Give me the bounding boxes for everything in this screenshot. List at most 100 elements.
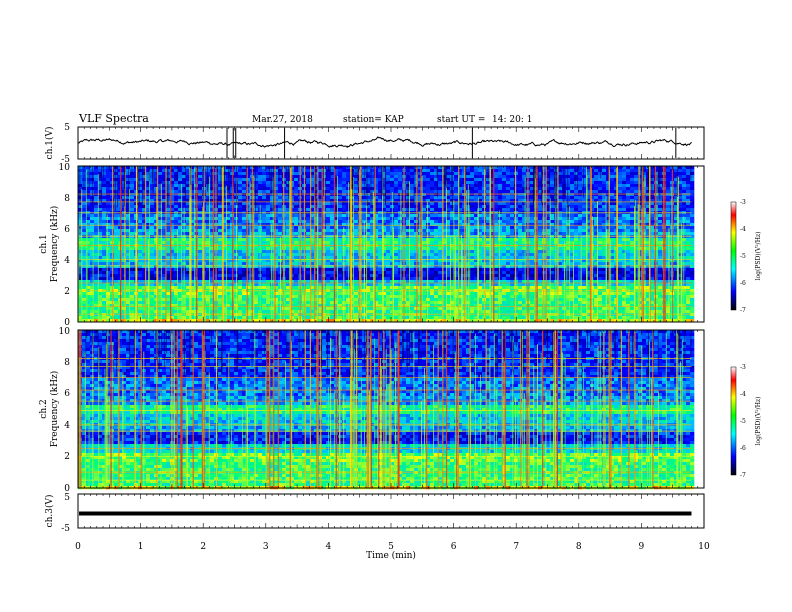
spectrogram-cell xyxy=(226,229,231,233)
spectrogram-cell xyxy=(422,247,427,251)
spectrogram-cell xyxy=(170,175,175,179)
spectrogram-cell xyxy=(394,187,399,191)
spectrogram-cell xyxy=(86,181,91,185)
spectrogram-cell xyxy=(154,181,159,185)
spectrogram-cell xyxy=(398,175,403,179)
spectrogram-cell xyxy=(98,199,103,203)
spectrogram-cell xyxy=(294,238,299,242)
spectrogram-cell xyxy=(382,226,387,230)
spectrogram-cell xyxy=(130,223,135,227)
spectrogram-cell xyxy=(426,283,431,287)
spectrogram-cell xyxy=(378,196,383,200)
spectrogram-cell xyxy=(90,232,95,236)
spectrogram-cell xyxy=(398,292,403,296)
spectrogram-cell xyxy=(410,259,415,263)
spectrogram-cell xyxy=(114,184,119,188)
spectrogram-cell xyxy=(206,259,211,263)
spectrogram-cell xyxy=(174,298,179,302)
spectrogram-cell xyxy=(414,313,419,317)
spectrogram-cell xyxy=(398,286,403,290)
spectrogram-cell xyxy=(378,271,383,275)
spectrogram-cell xyxy=(222,193,227,197)
spectrogram-cell xyxy=(218,280,223,284)
spectrogram-cell xyxy=(262,310,267,314)
spectrogram-cell xyxy=(294,262,299,266)
spectrogram-cell xyxy=(422,304,427,308)
spectrogram-cell xyxy=(222,310,227,314)
spectrogram-cell xyxy=(426,310,431,314)
spectrogram-cell xyxy=(170,178,175,182)
spectrogram-cell xyxy=(94,277,99,281)
spectrogram-cell xyxy=(382,247,387,251)
spectrogram-cell xyxy=(150,304,155,308)
spectrogram-cell xyxy=(166,250,171,254)
spectrogram-cell xyxy=(122,247,127,251)
spectrogram-cell xyxy=(166,220,171,224)
spectrogram-cell xyxy=(94,286,99,290)
spectrogram-cell xyxy=(374,208,379,212)
spectrogram-cell xyxy=(338,319,343,323)
spectrogram-cell xyxy=(338,223,343,227)
spectrogram-cell xyxy=(414,301,419,305)
spectrogram-cell xyxy=(246,235,251,239)
spectrogram-cell xyxy=(310,280,315,284)
spectrogram-cell xyxy=(126,214,131,218)
spectrogram-cell xyxy=(386,214,391,218)
spectrogram-cell xyxy=(262,229,267,233)
spectrogram-cell xyxy=(154,214,159,218)
spectrogram-cell xyxy=(146,229,151,233)
spectrogram-cell xyxy=(114,181,119,185)
spectrogram-cell xyxy=(174,172,179,176)
spectrogram-cell xyxy=(382,187,387,191)
spectrogram-cell xyxy=(146,286,151,290)
spectrogram-cell xyxy=(418,253,423,257)
spectrogram-cell xyxy=(374,181,379,185)
spectrogram-cell xyxy=(190,193,195,197)
spectrogram-cell xyxy=(234,226,239,230)
spectrogram-cell xyxy=(142,253,147,257)
spectrogram-cell xyxy=(386,175,391,179)
spectrogram-cell xyxy=(154,175,159,179)
spectrogram-cell xyxy=(166,226,171,230)
spectrogram-cell xyxy=(378,268,383,272)
spectrogram-cell xyxy=(354,259,359,263)
spectrogram-cell xyxy=(198,193,203,197)
spectrogram-cell xyxy=(334,268,339,272)
spectrogram-cell xyxy=(434,187,439,191)
spectrogram-cell xyxy=(266,223,271,227)
spectrogram-cell xyxy=(410,250,415,254)
spectrogram-cell xyxy=(310,208,315,212)
spectrogram-cell xyxy=(430,277,435,281)
spectrogram-cell xyxy=(238,295,243,299)
spectrogram-cell xyxy=(218,190,223,194)
spectrogram-cell xyxy=(386,304,391,308)
spectrogram-cell xyxy=(206,304,211,308)
spectrogram-cell xyxy=(346,286,351,290)
spectrogram-cell xyxy=(442,247,447,251)
spectrogram-cell xyxy=(426,175,431,179)
spectrogram-cell xyxy=(94,175,99,179)
spectrogram-cell xyxy=(278,181,283,185)
spectrogram-cell xyxy=(382,319,387,323)
spectrogram-cell xyxy=(434,238,439,242)
spectrogram-cell xyxy=(406,268,411,272)
spectrogram-cell xyxy=(318,184,323,188)
spectrogram-cell xyxy=(94,283,99,287)
spectrogram-cell xyxy=(242,262,247,266)
spectrogram-cell xyxy=(246,196,251,200)
spectrogram-cell xyxy=(130,295,135,299)
spectrogram-cell xyxy=(138,259,143,263)
spectrogram-cell xyxy=(410,169,415,173)
spectrogram-cell xyxy=(430,172,435,176)
spectrogram-cell xyxy=(206,286,211,290)
spectrogram-cell xyxy=(418,286,423,290)
spectrogram-cell xyxy=(90,307,95,311)
spectrogram-cell xyxy=(178,175,183,179)
spectrogram-cell xyxy=(426,250,431,254)
spectrogram-cell xyxy=(422,217,427,221)
spectrogram-cell xyxy=(294,223,299,227)
spectrogram-cell xyxy=(210,268,215,272)
spectrogram-cell xyxy=(206,214,211,218)
spectrogram-cell xyxy=(334,214,339,218)
spectrogram-cell xyxy=(286,295,291,299)
